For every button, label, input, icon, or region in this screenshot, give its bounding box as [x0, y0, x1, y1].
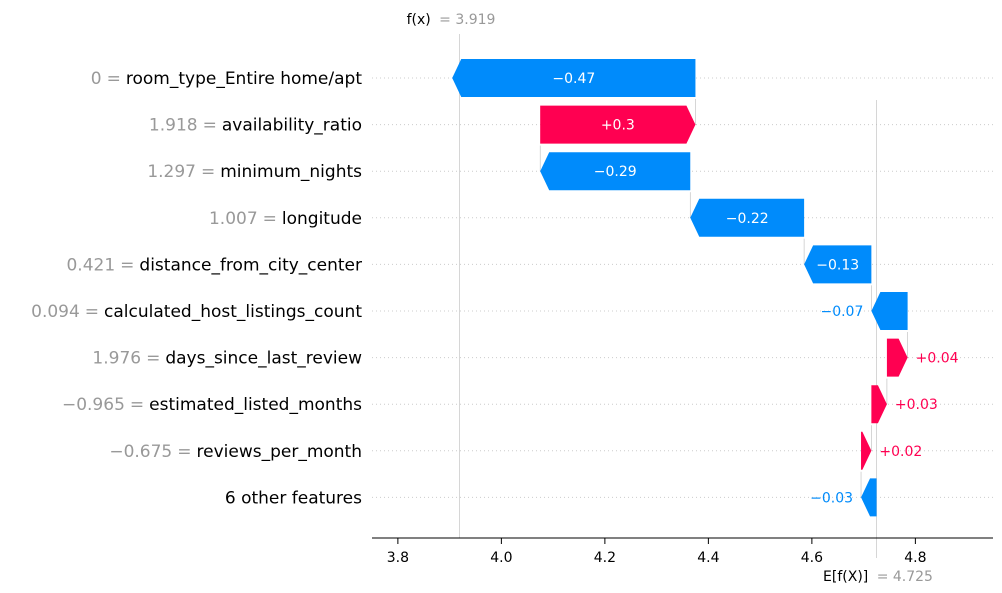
feature-name: calculated_host_listings_count	[104, 302, 362, 322]
x-tick-label: 4.4	[697, 550, 719, 566]
feature-label: 1.918 = availability_ratio	[149, 116, 362, 136]
x-axis: 3.8 4.0 4.2 4.4 4.6 4.8	[372, 537, 993, 566]
expected-value-name: E[f(X)]	[823, 569, 868, 585]
feature-value: 0	[91, 69, 102, 89]
expected-value-label: E[f(X)] = 4.725	[823, 569, 933, 585]
feature-value: 1.007	[209, 209, 258, 229]
equals-sign: =	[263, 209, 277, 229]
feature-label: 1.007 = longitude	[209, 209, 362, 229]
feature-label: −0.675 = reviews_per_month	[109, 442, 362, 462]
bar-value-label: −0.22	[726, 211, 769, 227]
equals-sign: =	[107, 69, 121, 89]
bar-positive	[886, 338, 908, 377]
bar-value-label: +0.04	[916, 351, 959, 367]
bar-negative	[804, 245, 872, 284]
feature-name: longitude	[282, 209, 362, 229]
feature-name: minimum_nights	[220, 162, 362, 182]
feature-label: 1.297 = minimum_nights	[147, 162, 362, 182]
bar-value-label: −0.29	[594, 164, 637, 180]
bar-negative	[452, 59, 696, 97]
feature-name: availability_ratio	[222, 116, 362, 136]
feature-value: 0.421	[66, 255, 115, 275]
equals-sign: =	[203, 116, 217, 136]
fx-label-name: f(x)	[407, 12, 431, 28]
bar-value-label: +0.02	[879, 444, 922, 460]
bar-negative	[871, 292, 908, 330]
feature-label: 1.976 = days_since_last_review	[92, 349, 362, 369]
equals-sign: =	[201, 162, 215, 182]
feature-label: 0.421 = distance_from_city_center	[66, 255, 362, 275]
feature-value: 1.297	[147, 162, 196, 182]
bar-negative	[540, 152, 691, 191]
feature-value: −0.965	[62, 395, 125, 415]
bar-value-label: −0.07	[820, 304, 863, 320]
equals-sign: =	[85, 302, 99, 322]
feature-value: 0.094	[31, 302, 80, 322]
feature-name: estimated_listed_months	[149, 395, 362, 415]
bar-positive	[540, 105, 696, 144]
equals-sign: =	[120, 255, 134, 275]
feature-label: 6 other features	[225, 488, 362, 508]
bar-value-label: −0.13	[816, 257, 859, 273]
feature-label: 0 = room_type_Entire home/apt	[91, 69, 363, 89]
bar-negative	[861, 478, 877, 517]
x-tick-label: 4.2	[594, 550, 616, 566]
feature-name: days_since_last_review	[165, 349, 362, 369]
feature-name: 6 other features	[225, 488, 362, 508]
feature-value: 1.976	[92, 349, 141, 369]
x-tick-label: 4.8	[904, 550, 926, 566]
bar-value-label: −0.03	[810, 490, 853, 506]
feature-label: −0.965 = estimated_listed_months	[62, 395, 362, 415]
fx-label-value: = 3.919	[439, 12, 495, 28]
bar-value-label: +0.3	[601, 118, 635, 134]
feature-value: −0.675	[109, 442, 172, 462]
fx-label: f(x) = 3.919	[407, 12, 496, 28]
feature-name: reviews_per_month	[197, 442, 363, 462]
feature-name: distance_from_city_center	[139, 255, 362, 275]
equals-sign: =	[177, 442, 191, 462]
x-tick-label: 3.8	[387, 550, 409, 566]
bar-positive	[871, 385, 887, 424]
x-tick-label: 4.0	[490, 550, 512, 566]
feature-label: 0.094 = calculated_host_listings_count	[31, 302, 362, 322]
bar-negative	[690, 198, 805, 237]
feature-value: 1.918	[149, 116, 198, 136]
feature-name: room_type_Entire home/apt	[126, 69, 362, 89]
equals-sign: =	[130, 395, 144, 415]
bars-group: −0.47 +0.3 −0.29 −0.22 −0.13 −0.07 +0.04 +0.03 +…	[452, 59, 959, 517]
bar-positive	[861, 431, 872, 470]
x-tick-label: 4.6	[801, 550, 823, 566]
equals-sign: =	[146, 349, 160, 369]
bar-value-label: −0.47	[552, 71, 595, 87]
expected-value-value: = 4.725	[877, 569, 933, 585]
bar-value-label: +0.03	[895, 397, 938, 413]
